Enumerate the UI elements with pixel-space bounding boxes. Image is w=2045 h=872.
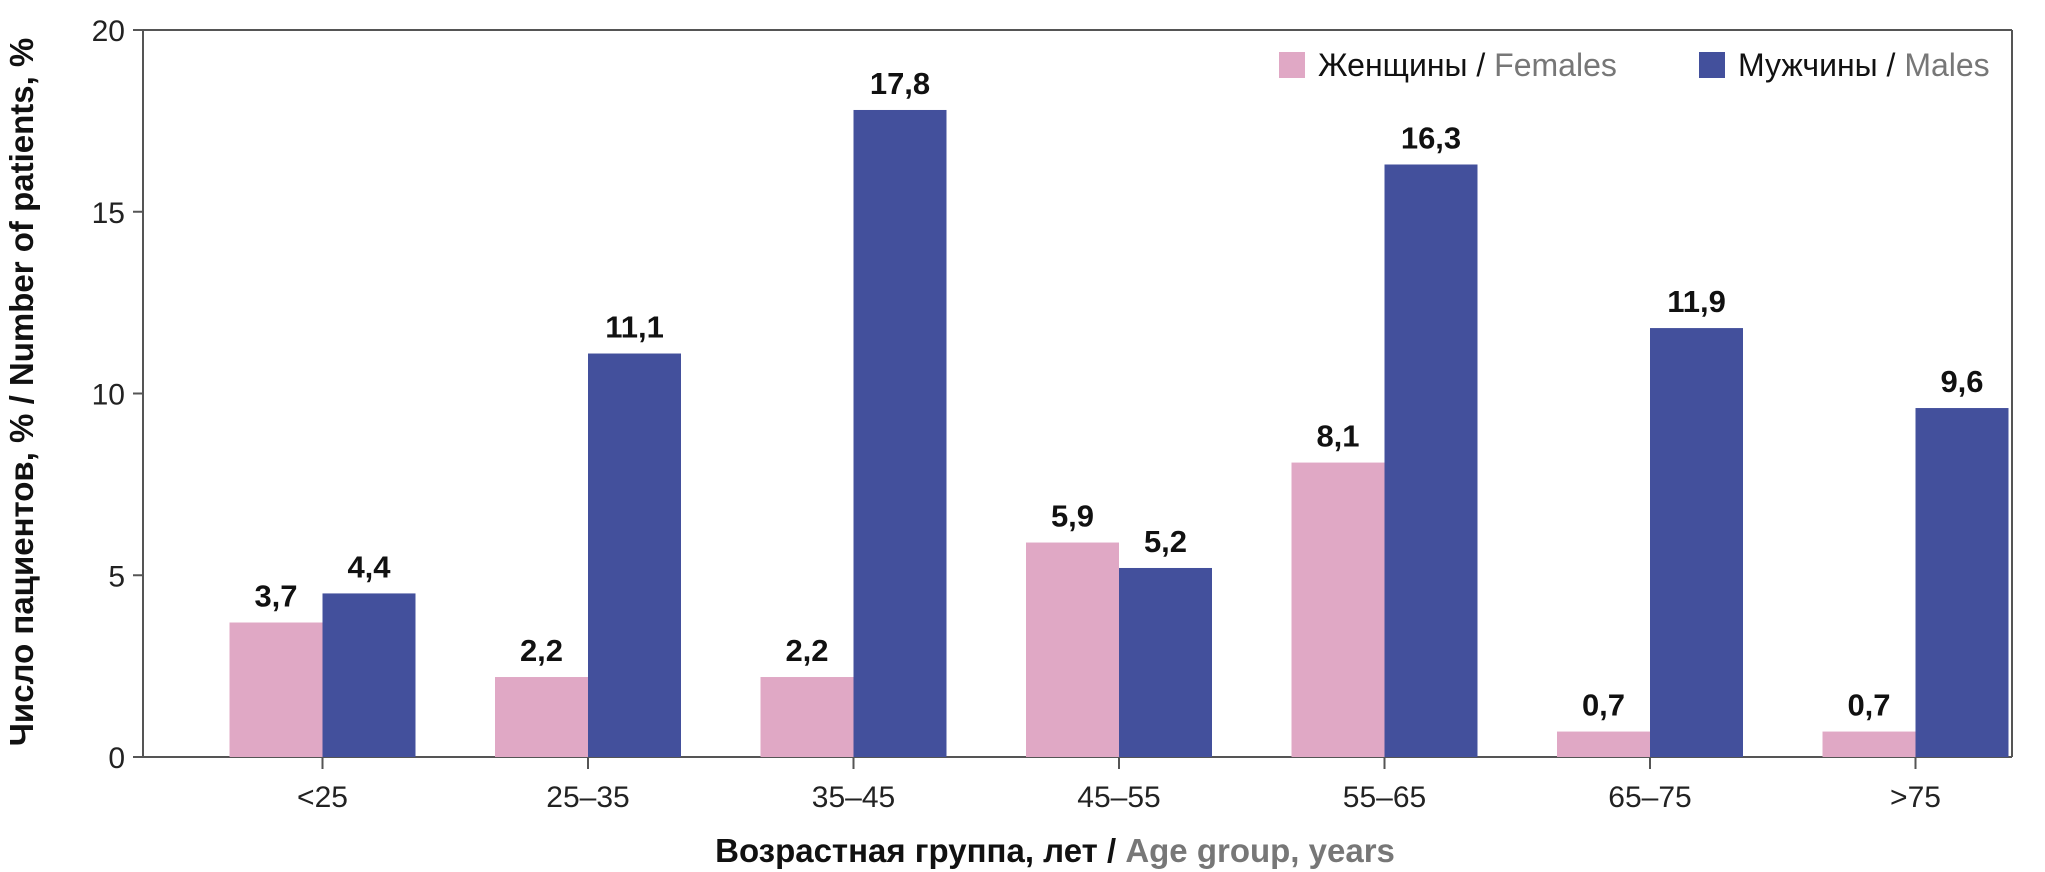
y-tick-label: 5	[108, 560, 125, 593]
data-label-females: 5,9	[1051, 499, 1094, 534]
bar-males	[1915, 408, 2009, 757]
bar-females	[1026, 542, 1119, 757]
y-tick-label: 20	[92, 15, 125, 48]
y-tick-label: 15	[92, 197, 125, 230]
y-ticks: 0 5 10 15 20	[92, 15, 143, 775]
x-tick-label: 25–35	[546, 781, 629, 814]
y-axis-title-ru: Число пациентов, %	[3, 414, 40, 747]
bar-females	[1291, 462, 1385, 757]
x-tick-label: 35–45	[812, 781, 895, 814]
legend-males-en: Males	[1904, 47, 1989, 83]
legend-swatch-females	[1279, 52, 1305, 78]
x-axis-title-en: Age group, years	[1125, 832, 1395, 869]
data-label-males: 16,3	[1401, 120, 1461, 155]
y-tick-label: 0	[108, 742, 125, 775]
data-label-females: 8,1	[1316, 419, 1359, 454]
x-tick-label: 65–75	[1608, 781, 1691, 814]
data-label-males: 5,2	[1144, 524, 1187, 559]
x-ticks: <25 25–35 35–45 45–55 55–65 65–75 >75	[297, 757, 1941, 814]
x-tick-label: 55–65	[1343, 781, 1426, 814]
y-tick-label: 10	[92, 379, 125, 412]
bar-males	[853, 109, 947, 758]
x-tick-label: <25	[297, 781, 348, 814]
data-label-females: 3,7	[254, 579, 297, 614]
bar-females	[495, 677, 588, 757]
data-label-females: 0,7	[1582, 688, 1625, 723]
legend-label-females: Женщины / Females	[1318, 47, 1617, 83]
bar-males	[588, 353, 681, 757]
x-tick-label: >75	[1890, 781, 1941, 814]
bar-males	[1384, 164, 1478, 757]
legend-swatch-males	[1699, 52, 1725, 78]
legend-females-en: Females	[1494, 47, 1617, 83]
x-axis-title-ru: Возрастная группа, лет	[715, 832, 1098, 869]
data-label-females: 0,7	[1847, 688, 1890, 723]
data-label-males: 9,6	[1940, 364, 1983, 399]
data-label-males: 11,9	[1667, 284, 1726, 319]
data-label-males: 4,4	[347, 549, 391, 584]
legend-females-ru: Женщины	[1318, 47, 1468, 83]
bar-females	[760, 677, 854, 757]
value-labels: 3,7 2,2 2,2 5,9 8,1 0,7 0,7 4,4 11,1 17,8 5,2 16,3 1…	[254, 66, 1983, 723]
data-label-females: 2,2	[785, 633, 828, 668]
bar-females	[229, 622, 323, 757]
bar-males	[1119, 567, 1212, 757]
y-axis-title: Число пациентов, % / Number of patients,…	[3, 38, 40, 747]
x-axis-title: Возрастная группа, лет / Age group, year…	[715, 832, 1395, 869]
bar-females	[1822, 731, 1916, 757]
x-tick-label: 45–55	[1077, 781, 1160, 814]
data-label-males: 11,1	[605, 310, 664, 345]
bar-females	[1557, 731, 1650, 757]
bar-males	[322, 593, 416, 757]
legend-label-males: Мужчины / Males	[1738, 47, 1990, 83]
y-axis-title-en: Number of patients, %	[3, 38, 40, 386]
legend-males-ru: Мужчины	[1738, 47, 1878, 83]
data-label-males: 17,8	[870, 66, 930, 101]
legend: Женщины / Females Мужчины / Males	[1279, 47, 1990, 83]
data-label-females: 2,2	[520, 633, 563, 668]
bars	[229, 109, 2009, 758]
bar-males	[1650, 328, 1743, 757]
